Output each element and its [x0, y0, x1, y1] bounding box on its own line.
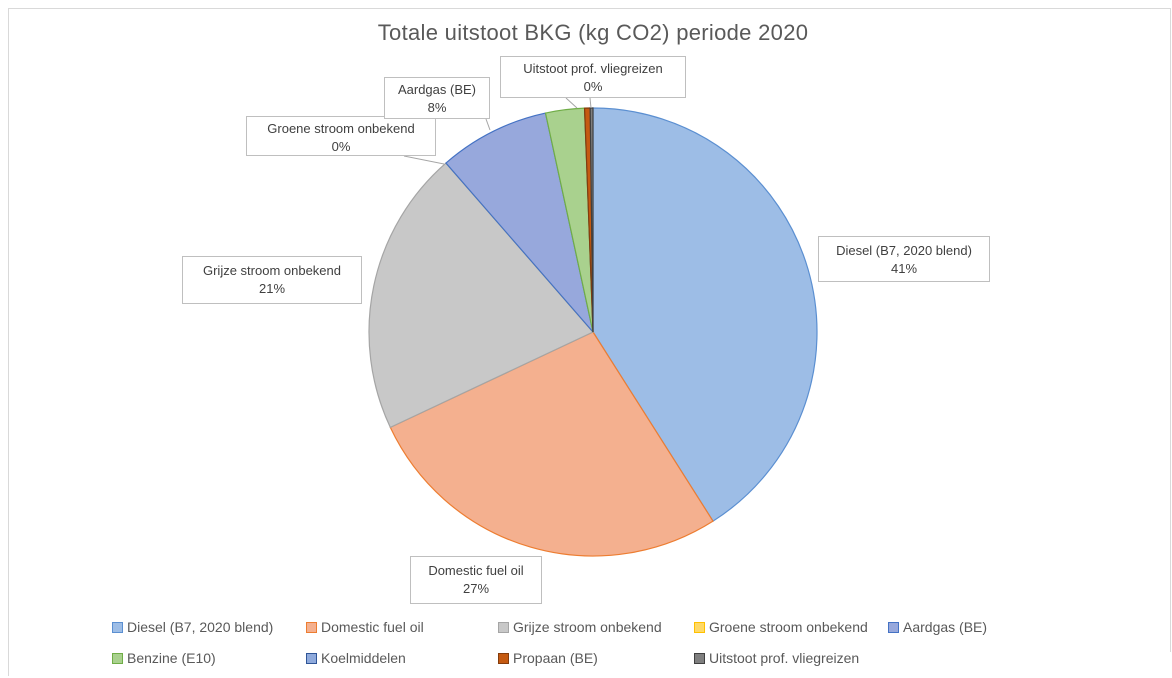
legend-item-grijze-stroom: Grijze stroom onbekend — [498, 619, 662, 635]
legend-item-groene-stroom: Groene stroom onbekend — [694, 619, 868, 635]
legend-label: Groene stroom onbekend — [709, 619, 868, 635]
legend-swatch — [306, 621, 317, 633]
chart-title: Totale uitstoot BKG (kg CO2) periode 202… — [377, 20, 809, 45]
legend-item-diesel: Diesel (B7, 2020 blend) — [112, 619, 273, 635]
legend-label: Domestic fuel oil — [321, 619, 424, 635]
data-label-percent: 21% — [258, 281, 286, 296]
leader-line-benzine — [565, 97, 578, 109]
legend-label: Aardgas (BE) — [903, 619, 988, 635]
data-label-name: Domestic fuel oil — [428, 563, 524, 578]
data-label-percent: 27% — [462, 581, 490, 596]
data-label-name: Groene stroom onbekend — [267, 121, 415, 136]
data-label-diesel: Diesel (B7, 2020 blend) 41% — [818, 236, 990, 282]
legend-item-koelmiddelen: Koelmiddelen — [306, 650, 406, 666]
chart-frame-edge — [1170, 8, 1171, 652]
legend-label: Koelmiddelen — [321, 650, 406, 666]
data-label-percent: 8% — [427, 100, 447, 115]
legend-item-benzine: Benzine (E10) — [112, 650, 216, 666]
data-label-name: Uitstoot prof. vliegreizen — [523, 61, 663, 76]
legend-swatch — [888, 621, 899, 633]
chart-frame — [8, 8, 1170, 676]
legend-swatch — [498, 652, 509, 664]
data-label-percent: 41% — [890, 261, 918, 276]
data-label-name: Grijze stroom onbekend — [202, 263, 341, 278]
legend-item-domestic-fuel-oil: Domestic fuel oil — [306, 619, 424, 635]
legend-label: Uitstoot prof. vliegreizen — [709, 650, 860, 666]
data-label-percent: 0% — [583, 79, 603, 94]
legend-item-vliegreizen: Uitstoot prof. vliegreizen — [694, 650, 859, 666]
legend-swatch — [306, 652, 317, 664]
legend-swatch — [694, 621, 705, 633]
legend-label: Propaan (BE) — [513, 650, 598, 666]
data-label-vliegreizen: Uitstoot prof. vliegreizen 0% — [500, 56, 686, 98]
legend-swatch — [112, 621, 123, 633]
pie-slice-aardgas-be — [445, 112, 594, 333]
data-label-aardgas: Aardgas (BE) 8% — [384, 77, 490, 119]
data-label-name: Aardgas (BE) — [397, 82, 477, 97]
legend-label: Diesel (B7, 2020 blend) — [127, 619, 274, 635]
leader-line-vliegreizen — [589, 97, 592, 109]
data-label-grijze-stroom: Grijze stroom onbekend 21% — [182, 256, 362, 304]
legend-label: Grijze stroom onbekend — [513, 619, 662, 635]
legend-swatch — [498, 621, 509, 633]
pie-slice-grijze-stroom-onbekend — [368, 162, 594, 429]
legend-item-propaan: Propaan (BE) — [498, 650, 598, 666]
data-label-groene-stroom: Groene stroom onbekend 0% — [246, 116, 436, 156]
leader-line-groene-stroom — [403, 155, 445, 165]
pie-slice-diesel-b7-2020-blend — [592, 107, 818, 522]
legend-label: Benzine (E10) — [127, 650, 216, 666]
leader-line-aardgas — [485, 118, 491, 131]
legend-swatch — [112, 652, 123, 664]
data-label-percent: 0% — [331, 139, 351, 154]
legend-item-aardgas: Aardgas (BE) — [888, 619, 987, 635]
legend-swatch — [694, 652, 705, 664]
pie-slice-domestic-fuel-oil — [389, 331, 714, 557]
pie-slice-uitstoot-prof-vliegreizen — [589, 107, 594, 333]
data-label-name: Diesel (B7, 2020 blend) — [836, 243, 972, 258]
data-label-domestic-fuel-oil: Domestic fuel oil 27% — [410, 556, 542, 604]
